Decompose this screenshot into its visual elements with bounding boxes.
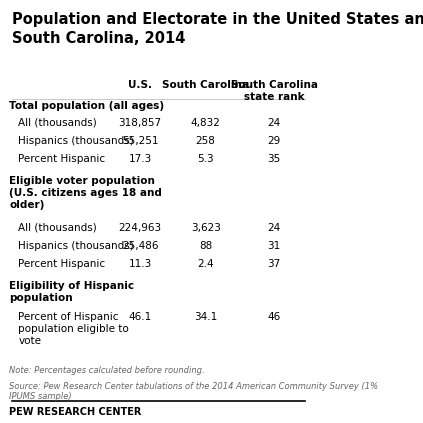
Text: Total population (all ages): Total population (all ages) (9, 101, 164, 111)
Text: 31: 31 (268, 241, 281, 251)
Text: 258: 258 (196, 136, 216, 146)
Text: 24: 24 (268, 222, 281, 233)
Text: 24: 24 (268, 118, 281, 128)
Text: Hispanics (thousands): Hispanics (thousands) (18, 241, 134, 251)
Text: 224,963: 224,963 (118, 222, 162, 233)
Text: 46: 46 (268, 312, 281, 322)
Text: 318,857: 318,857 (118, 118, 162, 128)
Text: All (thousands): All (thousands) (18, 118, 97, 128)
Text: 55,251: 55,251 (122, 136, 158, 146)
Text: 37: 37 (268, 259, 281, 269)
Text: 34.1: 34.1 (194, 312, 217, 322)
Text: 25,486: 25,486 (122, 241, 158, 251)
Text: Eligible voter population
(U.S. citizens ages 18 and
older): Eligible voter population (U.S. citizens… (9, 176, 162, 210)
Text: Population and Electorate in the United States and
South Carolina, 2014: Population and Electorate in the United … (12, 12, 423, 46)
Text: 88: 88 (199, 241, 212, 251)
Text: Percent of Hispanic
population eligible to
vote: Percent of Hispanic population eligible … (18, 312, 129, 346)
Text: 17.3: 17.3 (129, 154, 152, 164)
Text: South Carolina
state rank: South Carolina state rank (231, 80, 318, 102)
Text: All (thousands): All (thousands) (18, 222, 97, 233)
Text: Hispanics (thousands): Hispanics (thousands) (18, 136, 134, 146)
Text: Percent Hispanic: Percent Hispanic (18, 154, 105, 164)
Text: Eligibility of Hispanic
population: Eligibility of Hispanic population (9, 280, 134, 302)
Text: Note: Percentages calculated before rounding.: Note: Percentages calculated before roun… (9, 365, 205, 375)
Text: 2.4: 2.4 (197, 259, 214, 269)
Text: PEW RESEARCH CENTER: PEW RESEARCH CENTER (9, 407, 141, 417)
Text: U.S.: U.S. (128, 80, 152, 90)
Text: Source: Pew Research Center tabulations of the 2014 American Community Survey (1: Source: Pew Research Center tabulations … (9, 382, 378, 401)
Text: 11.3: 11.3 (129, 259, 152, 269)
Text: 35: 35 (268, 154, 281, 164)
Text: 5.3: 5.3 (197, 154, 214, 164)
Text: Percent Hispanic: Percent Hispanic (18, 259, 105, 269)
Text: 4,832: 4,832 (191, 118, 220, 128)
Text: 46.1: 46.1 (129, 312, 152, 322)
Text: South Carolina: South Carolina (162, 80, 249, 90)
Text: 3,623: 3,623 (191, 222, 220, 233)
Text: 29: 29 (268, 136, 281, 146)
